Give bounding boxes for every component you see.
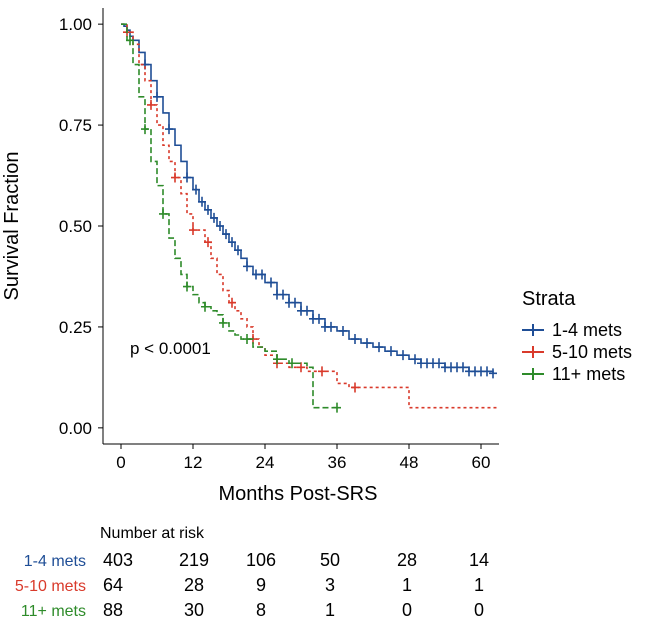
censor-mark bbox=[171, 172, 179, 183]
risk-value: 106 bbox=[246, 550, 276, 570]
x-tick-label: 12 bbox=[184, 453, 203, 472]
censor-mark bbox=[363, 338, 371, 349]
km-curve-series-2 bbox=[121, 23, 499, 409]
censor-mark bbox=[234, 245, 242, 256]
censor-mark bbox=[327, 321, 335, 332]
risk-value: 28 bbox=[397, 550, 417, 570]
risk-value: 64 bbox=[103, 575, 123, 595]
censor-mark bbox=[147, 99, 155, 110]
censor-mark bbox=[228, 237, 236, 248]
censor-mark bbox=[198, 196, 206, 207]
censor-mark bbox=[159, 208, 167, 219]
km-curve-series-1 bbox=[121, 23, 494, 374]
censor-mark bbox=[297, 362, 305, 373]
censor-mark bbox=[291, 297, 299, 308]
censor-mark bbox=[204, 237, 212, 248]
x-tick-label: 60 bbox=[472, 453, 491, 472]
risk-value: 88 bbox=[103, 600, 123, 620]
censor-mark bbox=[204, 204, 212, 215]
censor-mark bbox=[435, 358, 443, 369]
risk-table: 1-4 mets 403 219 106 50 28 145-10 mets 64 28 9 3 1 1… bbox=[15, 550, 489, 620]
risk-row-label: 11+ mets bbox=[21, 603, 86, 620]
censor-mark bbox=[153, 91, 161, 102]
censor-mark bbox=[339, 325, 347, 336]
risk-value: 14 bbox=[469, 550, 489, 570]
y-tick-label: 0.25 bbox=[59, 318, 92, 337]
censor-mark bbox=[165, 124, 173, 135]
censor-mark bbox=[141, 124, 149, 135]
censor-mark bbox=[288, 358, 296, 369]
censor-mark bbox=[387, 346, 395, 357]
legend-label: 1-4 mets bbox=[552, 320, 622, 340]
risk-value: 50 bbox=[320, 550, 340, 570]
x-tick-label: 36 bbox=[328, 453, 347, 472]
censor-mark bbox=[189, 225, 197, 236]
censor-mark bbox=[375, 342, 383, 353]
censor-mark bbox=[483, 366, 491, 377]
x-tick-label: 0 bbox=[116, 453, 125, 472]
axes bbox=[102, 8, 499, 445]
censor-mark bbox=[258, 269, 266, 280]
risk-table-header: Number at risk bbox=[100, 525, 205, 542]
censor-mark bbox=[333, 402, 341, 413]
plot-area bbox=[121, 23, 499, 413]
censor-mark bbox=[192, 184, 200, 195]
risk-value: 1 bbox=[402, 575, 412, 595]
ticks: 0 12 24 36 48 60 0.00 0.25 0.50 0.75 1.00 bbox=[59, 15, 491, 472]
censor-mark bbox=[216, 221, 224, 231]
risk-value: 0 bbox=[402, 600, 412, 620]
risk-value: 1 bbox=[474, 575, 484, 595]
x-tick-label: 48 bbox=[400, 453, 419, 472]
y-tick-label: 1.00 bbox=[59, 15, 92, 34]
censor-mark bbox=[279, 289, 287, 300]
censor-mark bbox=[243, 334, 251, 345]
risk-value: 1 bbox=[325, 600, 335, 620]
censor-mark bbox=[351, 334, 359, 345]
censor-mark bbox=[489, 368, 497, 379]
risk-value: 219 bbox=[179, 550, 209, 570]
x-tick-label: 24 bbox=[256, 453, 275, 472]
censor-mark bbox=[243, 261, 251, 272]
p-value-annotation: p < 0.0001 bbox=[130, 339, 211, 358]
risk-value: 8 bbox=[256, 600, 266, 620]
censor-mark bbox=[399, 350, 407, 361]
censor-mark bbox=[210, 212, 218, 223]
censor-mark bbox=[303, 305, 311, 316]
censor-mark bbox=[315, 313, 323, 324]
legend-label: 5-10 mets bbox=[552, 342, 632, 362]
risk-value: 30 bbox=[184, 600, 204, 620]
y-axis-label: Survival Fraction bbox=[1, 152, 23, 301]
x-axis-label: Months Post-SRS bbox=[219, 483, 378, 505]
risk-value: 0 bbox=[474, 600, 484, 620]
censor-mark bbox=[411, 354, 419, 365]
censor-mark bbox=[351, 382, 359, 393]
y-tick-label: 0.50 bbox=[59, 217, 92, 236]
censor-mark bbox=[183, 281, 191, 292]
legend-label: 11+ mets bbox=[552, 364, 625, 384]
censor-mark bbox=[318, 366, 326, 377]
risk-row-label: 1-4 mets bbox=[24, 553, 86, 570]
risk-value: 9 bbox=[256, 575, 266, 595]
censor-mark bbox=[201, 301, 209, 312]
risk-value: 403 bbox=[103, 550, 133, 570]
y-tick-label: 0.00 bbox=[59, 419, 92, 438]
censor-mark bbox=[273, 354, 281, 365]
censor-mark bbox=[219, 317, 227, 328]
legend-title: Strata bbox=[522, 288, 576, 310]
censor-mark bbox=[228, 297, 236, 308]
censor-mark bbox=[183, 172, 191, 183]
risk-row-label: 5-10 mets bbox=[15, 578, 86, 595]
risk-value: 28 bbox=[184, 575, 204, 595]
censor-mark bbox=[267, 277, 275, 288]
censor-mark bbox=[126, 35, 134, 46]
y-tick-label: 0.75 bbox=[59, 116, 92, 135]
censor-mark bbox=[459, 362, 467, 373]
censor-mark bbox=[222, 229, 230, 240]
risk-value: 3 bbox=[325, 575, 335, 595]
